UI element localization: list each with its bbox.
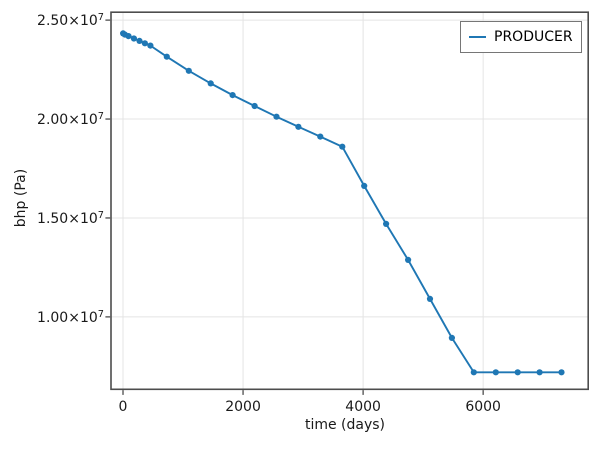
y-tick-label: 1.50×107 [37, 210, 104, 227]
legend-label: PRODUCER [494, 29, 573, 45]
data-point-marker [536, 369, 543, 376]
data-point-marker [229, 92, 236, 99]
plot-frame [110, 11, 590, 391]
x-tick-label: 6000 [465, 399, 501, 415]
x-tick-label: 0 [119, 399, 128, 415]
data-point-marker [130, 35, 137, 42]
data-point-marker [317, 133, 324, 140]
data-point-marker [448, 334, 455, 341]
y-axis-label: bhp (Pa) [13, 168, 29, 228]
data-point-marker [514, 369, 521, 376]
x-tick-label: 2000 [225, 399, 261, 415]
data-point-marker [558, 369, 565, 376]
data-point-marker [405, 256, 412, 263]
data-point-marker [470, 369, 477, 376]
data-point-marker [361, 182, 368, 189]
y-tick-label: 1.00×107 [37, 309, 104, 326]
data-point-marker [492, 369, 499, 376]
data-point-marker [163, 53, 170, 60]
producer-series-line [122, 32, 563, 374]
data-point-marker [273, 113, 280, 120]
x-axis-label: time (days) [304, 417, 386, 433]
data-point-marker [383, 220, 390, 227]
data-point-marker [136, 37, 143, 45]
data-point-marker [426, 295, 434, 302]
data-point-marker [185, 67, 192, 74]
data-point-marker [251, 102, 258, 110]
legend-line-sample [469, 36, 486, 38]
data-point-marker [207, 80, 214, 87]
data-point-marker [141, 40, 148, 47]
data-point-marker [295, 123, 302, 130]
data-point-marker [147, 42, 154, 49]
data-point-marker [339, 143, 346, 150]
y-tick-label: 2.50×107 [37, 12, 104, 29]
data-point-marker [125, 33, 132, 40]
x-tick-label: 4000 [345, 399, 381, 415]
legend: PRODUCER [460, 21, 582, 53]
y-tick-label: 2.00×107 [37, 111, 104, 128]
